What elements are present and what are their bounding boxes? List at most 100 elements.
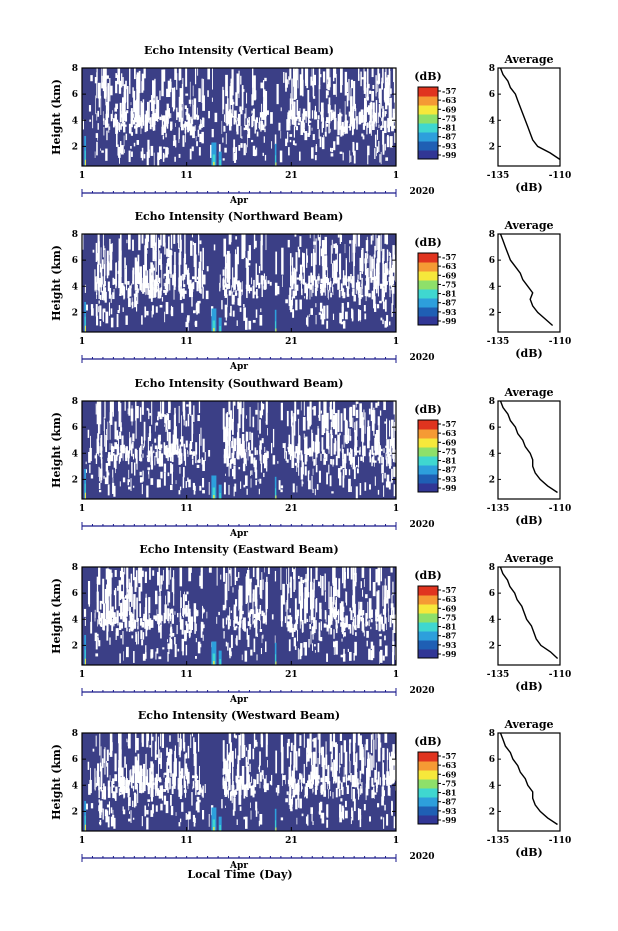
gap-patch [197,641,201,654]
gap-patch [241,136,243,139]
gap-patch [251,94,254,106]
gap-patch [387,576,391,599]
gap-patch [263,273,266,281]
gap-patch [201,120,204,125]
gap-patch [165,445,168,456]
gap-patch [200,787,202,793]
gap-patch [102,618,104,627]
gap-patch [352,581,356,610]
gap-patch [373,459,375,467]
gap-patch [341,638,343,642]
gap-patch [353,798,356,812]
gap-patch [234,599,238,607]
gap-patch [202,95,205,111]
gap-patch [393,619,396,624]
gap-patch [90,803,94,809]
gap-patch [101,789,104,800]
gap-patch [160,401,161,415]
gap-patch [128,486,131,490]
gap-patch [115,133,118,147]
gap-patch [298,117,302,122]
gap-patch [295,446,298,454]
gap-patch [178,822,181,827]
gap-patch [148,289,152,299]
gap-patch [256,131,259,137]
gap-patch [255,808,258,817]
gap-patch [372,733,374,740]
gap-patch [222,604,226,611]
gap-patch [395,647,396,660]
gap-patch [201,270,204,288]
gap-patch [381,464,384,474]
gap-patch [94,632,98,642]
gap-patch [108,616,111,625]
gap-patch [231,441,234,449]
echo-plume-peak [213,661,215,665]
gap-patch [306,618,309,623]
gap-patch [369,449,372,463]
gap-patch [196,775,199,779]
gap-patch [315,314,317,325]
gap-patch [348,624,351,630]
gap-patch [111,445,114,460]
gap-patch [376,146,379,154]
gap-patch [310,308,313,315]
gap-patch [259,608,261,622]
gap-patch [296,817,298,825]
gap-patch [381,125,384,128]
gap-patch [359,310,362,321]
gap-patch [377,304,380,309]
gap-patch [194,321,197,326]
gap-patch [162,569,164,581]
gap-patch [328,97,331,124]
gap-patch [192,781,195,789]
gap-patch [333,401,336,415]
gap-patch [313,241,316,245]
gap-patch [370,122,372,136]
gap-patch [157,119,159,122]
gap-patch [371,410,375,431]
gap-patch [311,626,315,635]
gap-patch [350,818,352,825]
gap-patch [231,469,235,477]
colorbar-tick-label: -63 [442,261,457,271]
gap-patch [361,412,363,423]
gap-patch [194,125,196,132]
colorbar-segment [418,649,438,659]
gap-patch [145,619,148,631]
gap-patch [227,294,228,308]
gap-patch [339,151,343,154]
gap-patch [167,420,171,430]
gap-patch [226,453,229,467]
gap-patch [317,437,319,455]
gap-patch [367,105,370,115]
gap-patch [352,456,355,470]
gap-patch [159,290,162,299]
gap-patch [344,460,346,470]
gap-patch [221,300,223,310]
echo-plume-core [219,492,221,499]
gap-patch [372,234,374,241]
colorbar-tick-label: -81 [442,123,456,133]
gap-patch [166,88,169,98]
gap-patch [219,282,221,292]
gap-patch [326,472,328,485]
gap-patch [193,104,194,120]
gap-patch [156,458,160,464]
gap-patch [393,619,396,633]
gap-patch [291,567,294,573]
gap-patch [225,473,226,476]
gap-patch [158,777,162,782]
gap-patch [98,568,100,575]
gap-patch [304,122,306,128]
gap-patch [168,620,170,624]
y-tick-label: 2 [72,807,78,817]
gap-patch [223,127,226,132]
gap-patch [130,437,132,451]
gap-patch [332,792,334,799]
month-label: Apr [229,695,248,705]
gap-patch [237,423,240,446]
gap-patch [191,423,194,434]
gap-patch [254,447,257,456]
gap-patch [99,305,102,320]
